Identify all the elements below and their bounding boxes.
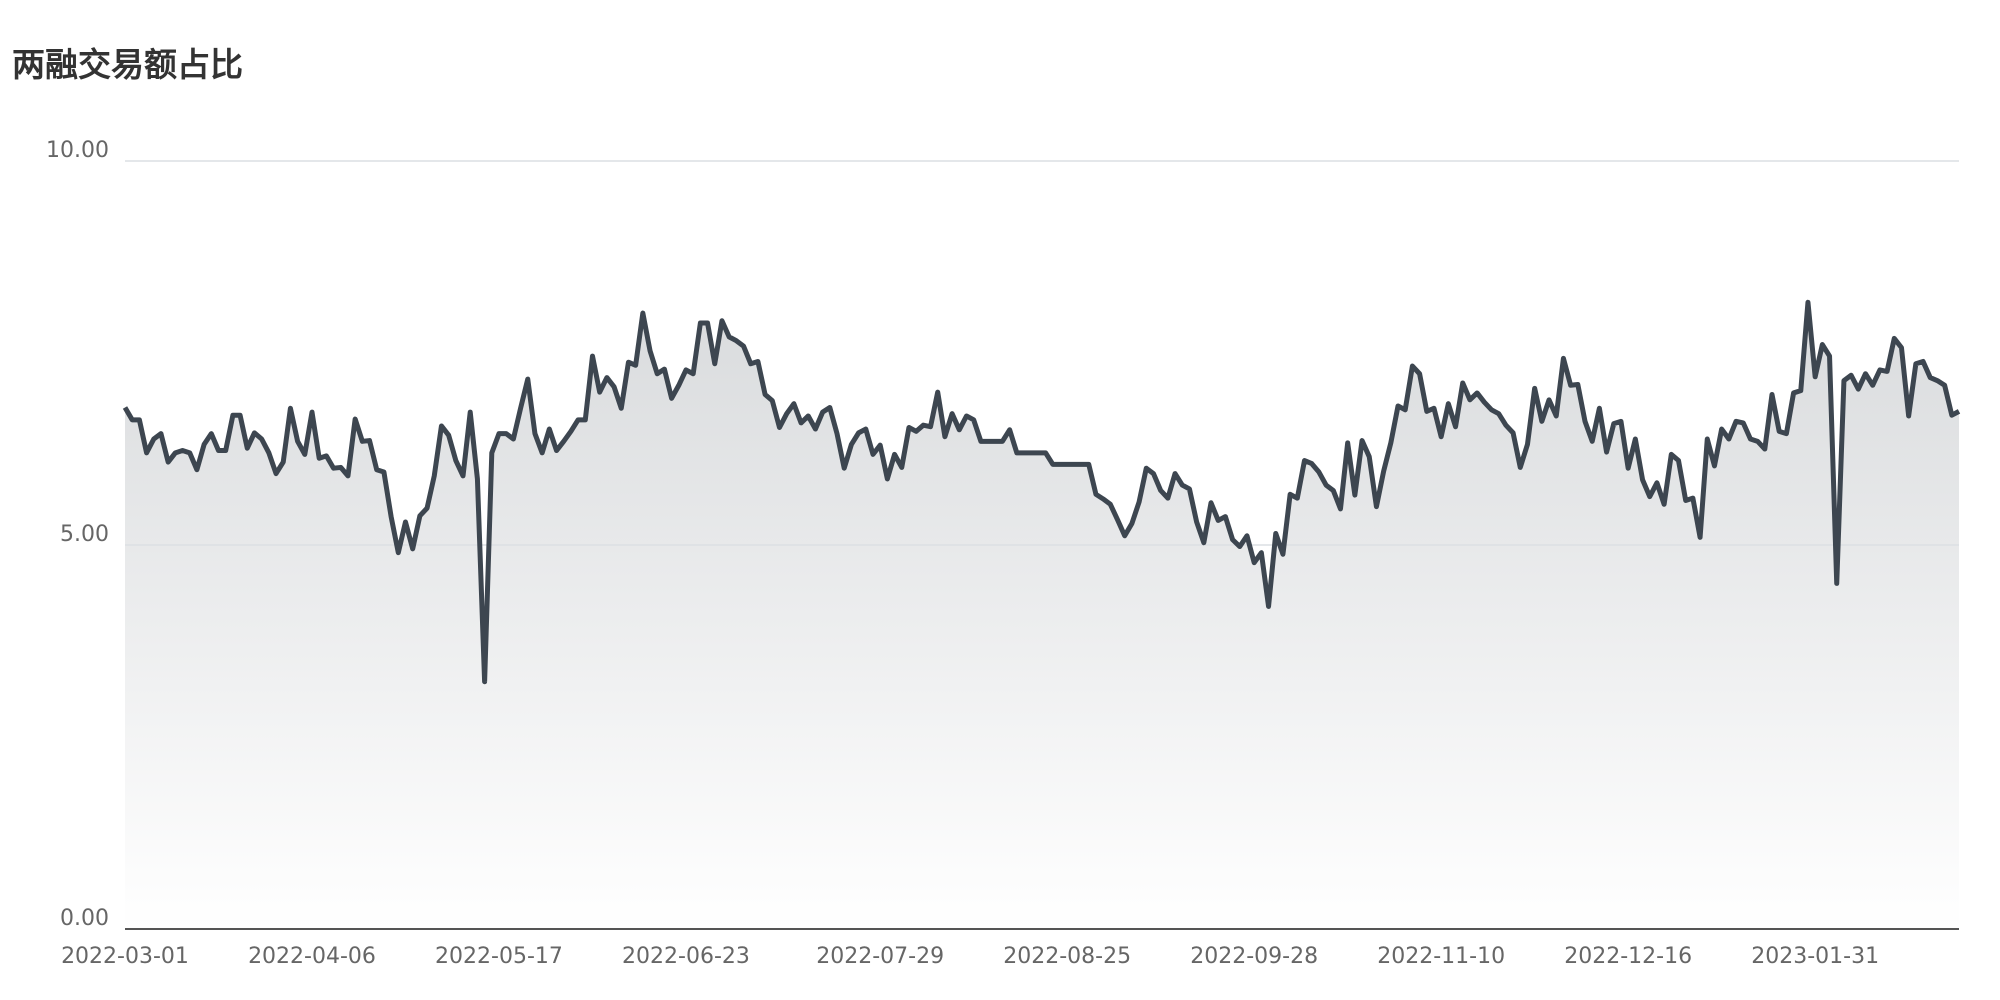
x-tick-label: 2023-01-31 (1751, 944, 1879, 969)
y-tick-label: 10.00 (46, 138, 109, 163)
area (125, 302, 1959, 929)
x-tick-label: 2022-09-28 (1190, 944, 1318, 969)
line (122, 299, 1961, 685)
chart-title: 两融交易额占比 (12, 45, 243, 84)
x-tick-label: 2022-06-23 (622, 944, 750, 969)
x-tick-label: 2022-11-10 (1377, 944, 1505, 969)
y-tick-label: 5.00 (60, 522, 109, 547)
x-tick-label: 2022-12-16 (1564, 944, 1692, 969)
x-tick-label: 2022-08-25 (1003, 944, 1131, 969)
x-tick-label: 2022-05-17 (435, 944, 563, 969)
x-tick-label: 2022-03-01 (61, 944, 189, 969)
y-tick-label: 0.00 (60, 906, 109, 931)
x-tick-label: 2022-07-29 (816, 944, 944, 969)
x-tick-label: 2022-04-06 (248, 944, 376, 969)
